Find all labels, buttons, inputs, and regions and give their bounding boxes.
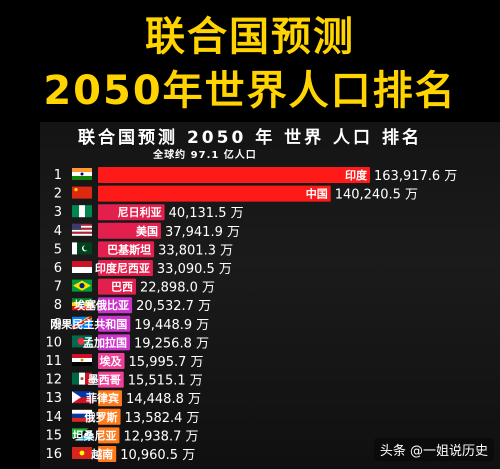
bangladesh-flag-icon: [72, 335, 92, 348]
value-label: 40,131.5 万: [169, 206, 244, 221]
india-flag-icon: [72, 168, 92, 180]
country-label: 美国: [136, 224, 158, 238]
country-label: 印度: [345, 168, 368, 182]
bar: [98, 315, 131, 332]
bar: [98, 390, 122, 407]
rank-label: 14: [45, 410, 62, 425]
bar: [98, 167, 370, 183]
country-label: 孟加拉国: [83, 335, 127, 349]
bar: [98, 297, 133, 314]
russia-flag-icon: [72, 409, 92, 422]
value-label: 10,960.5 万: [120, 448, 195, 463]
nigeria-flag-icon: [72, 205, 92, 218]
rank-label: 2: [54, 187, 62, 202]
drc-flag-icon: [72, 316, 92, 329]
philippines-flag-icon: [72, 391, 92, 404]
country-label: 印度尼西亚: [95, 261, 150, 275]
country-label: 埃及: [100, 354, 123, 368]
value-label: 163,917.6 万: [374, 169, 457, 184]
country-label: 俄罗斯: [84, 410, 118, 424]
country-label: 巴基斯坦: [107, 242, 151, 256]
value-label: 33,090.5 万: [157, 262, 232, 277]
country-label: 中国: [306, 187, 328, 201]
rank-label: 16: [45, 447, 62, 462]
bar: [98, 334, 130, 351]
indonesia-flag-icon: [72, 261, 92, 273]
bar: [98, 371, 124, 388]
bar: [98, 204, 165, 221]
rank-label: 10: [45, 335, 62, 350]
value-label: 13,582.4 万: [125, 411, 200, 426]
value-label: 14,448.8 万: [126, 392, 201, 407]
rank-label: 12: [45, 373, 62, 388]
banner-title-line2: 2050年世界人口排名: [43, 68, 457, 114]
brazil-flag-icon: [72, 279, 92, 292]
bar: [98, 353, 125, 369]
rank-label: 8: [54, 298, 62, 313]
bar: [98, 222, 161, 239]
value-label: 15,515.1 万: [128, 374, 203, 389]
country-label: 埃塞俄比亚: [74, 298, 129, 312]
egypt-flag-icon: [72, 354, 92, 366]
value-label: 140,240.5 万: [335, 188, 418, 203]
value-label: 33,801.3 万: [158, 243, 233, 258]
bar: [98, 446, 117, 462]
country-label: 尼日利亚: [118, 205, 162, 219]
rank-label: 15: [45, 428, 62, 443]
country-label: 菲律宾: [86, 391, 119, 405]
bar: [98, 260, 153, 276]
rank-label: 11: [45, 354, 62, 369]
chart-subtitle: 全球约 97.1 亿人口: [153, 150, 257, 161]
mexico-flag-icon: [72, 372, 92, 385]
bar: [98, 427, 120, 444]
country-label: 刚果民主共和国: [50, 317, 127, 331]
bar: [98, 241, 155, 258]
pakistan-flag-icon: [72, 242, 92, 255]
value-label: 19,256.8 万: [134, 336, 209, 351]
rank-label: 1: [54, 168, 62, 183]
country-label: 墨西哥: [88, 374, 121, 387]
rank-label: 5: [54, 242, 62, 257]
value-label: 20,532.7 万: [136, 299, 211, 314]
watermark: 头条 @一姐说历史: [373, 438, 494, 461]
banner-title-line1: 联合国预测: [145, 14, 355, 60]
bar: [98, 408, 121, 425]
rank-label: 3: [54, 205, 62, 220]
rank-label: 4: [54, 224, 62, 239]
rank-label: 6: [54, 261, 62, 276]
value-label: 12,938.7 万: [123, 429, 198, 444]
rank-label: 7: [54, 280, 62, 295]
country-label: 坦桑尼亚: [72, 428, 116, 442]
ethiopia-flag-icon: [72, 298, 92, 311]
rank-label: 13: [45, 391, 62, 406]
rank-label: 9: [54, 317, 62, 332]
country-label: 巴西: [111, 281, 133, 294]
value-label: 37,941.9 万: [165, 225, 240, 240]
bar: [98, 278, 136, 295]
chart-title: 联合国预测 2050 年 世界 人口 排名: [78, 128, 422, 148]
vietnam-flag-icon: [72, 447, 92, 459]
value-label: 22,898.0 万: [140, 281, 215, 296]
china-flag-icon: [72, 186, 92, 199]
usa-flag-icon: [72, 223, 92, 236]
bar: [98, 185, 331, 202]
value-label: 19,448.9 万: [134, 318, 209, 333]
country-label: 越南: [90, 447, 113, 461]
tanzania-flag-icon: [72, 428, 92, 441]
value-label: 15,995.7 万: [129, 355, 204, 370]
